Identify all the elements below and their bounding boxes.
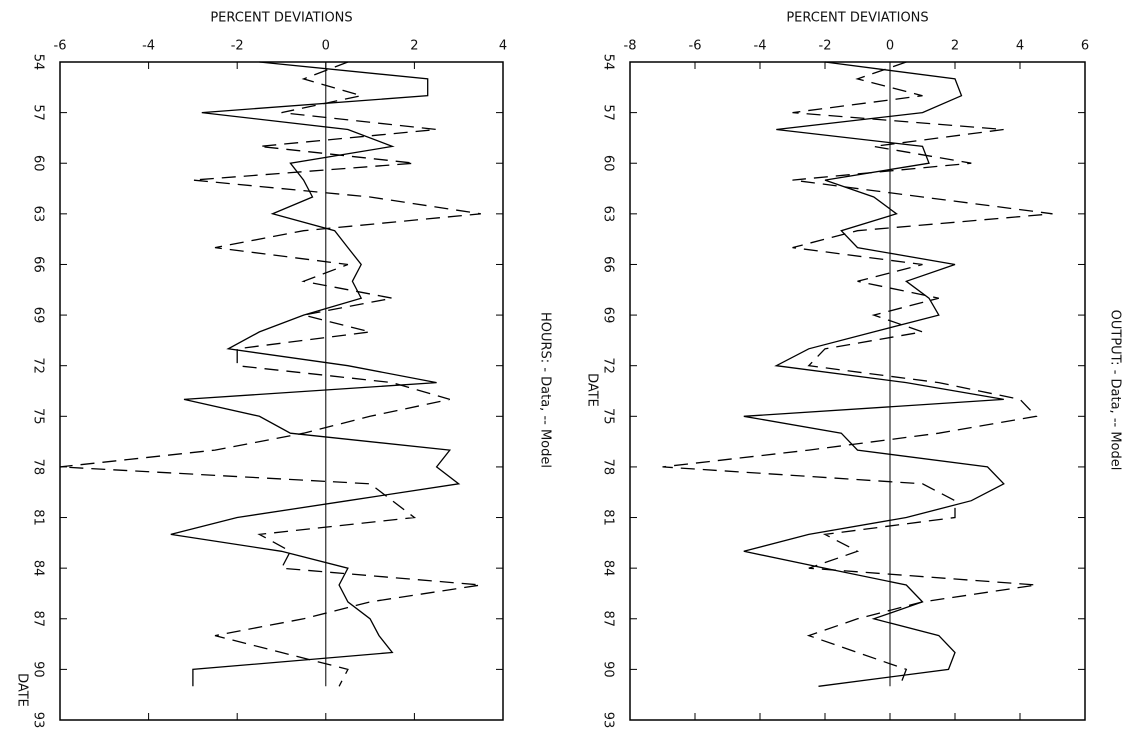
y-tick-label: -6 — [689, 39, 702, 54]
chart-title: HOURS: - Data, -- Model — [538, 312, 553, 468]
x-tick-label: 63 — [601, 206, 616, 223]
x-tick-label: 78 — [601, 459, 616, 476]
plot-frame — [59, 61, 504, 721]
x-axis-label: DATE — [15, 673, 30, 707]
series-line — [170, 61, 461, 687]
y-tick-label: -8 — [624, 39, 637, 54]
y-tick-label: 4 — [499, 39, 507, 54]
x-tick-label: 60 — [601, 155, 616, 172]
x-tick-label: 81 — [31, 509, 46, 526]
y-axis-label: PERCENT DEVIATIONS — [786, 11, 928, 26]
x-tick-label: 84 — [601, 560, 616, 577]
series-line — [59, 61, 481, 687]
y-tick-label: 2 — [410, 39, 418, 54]
y-tick-label: 2 — [951, 39, 959, 54]
x-tick-label: 54 — [601, 54, 616, 71]
x-tick-label: 66 — [31, 256, 46, 273]
x-tick-label: 57 — [601, 104, 616, 121]
y-tick-label: 0 — [886, 39, 894, 54]
y-axis-label: PERCENT DEVIATIONS — [210, 11, 352, 26]
x-tick-label: 84 — [31, 560, 46, 577]
y-tick-label: -4 — [142, 39, 155, 54]
x-tick-label: 57 — [31, 104, 46, 121]
y-tick-label: -2 — [231, 39, 244, 54]
x-tick-label: 93 — [31, 712, 46, 729]
x-tick-label: 81 — [601, 509, 616, 526]
x-tick-label: 87 — [601, 610, 616, 627]
y-tick-label: 0 — [322, 39, 330, 54]
x-tick-label: 90 — [31, 661, 46, 678]
x-tick-label: 72 — [31, 357, 46, 374]
y-tick-label: 6 — [1081, 39, 1089, 54]
x-tick-label: 66 — [601, 256, 616, 273]
x-tick-label: 93 — [601, 712, 616, 729]
x-tick-label: 60 — [31, 155, 46, 172]
x-tick-label: 69 — [601, 307, 616, 324]
x-tick-label: 90 — [601, 661, 616, 678]
x-tick-label: 78 — [31, 459, 46, 476]
plot-frame — [629, 61, 1086, 721]
x-axis-label: DATE — [585, 373, 600, 407]
x-tick-label: 54 — [31, 54, 46, 71]
chart-title: OUTPUT: - Data, -- Model — [1108, 310, 1123, 471]
y-tick-label: 4 — [1016, 39, 1024, 54]
x-tick-label: 72 — [601, 357, 616, 374]
series-line — [662, 61, 1053, 687]
x-tick-label: 75 — [31, 408, 46, 425]
x-tick-label: 87 — [31, 610, 46, 627]
x-tick-label: 63 — [31, 206, 46, 223]
y-tick-label: -6 — [54, 39, 67, 54]
y-tick-label: -2 — [819, 39, 832, 54]
y-tick-label: -4 — [754, 39, 767, 54]
series-line — [743, 61, 1005, 687]
x-tick-label: 69 — [31, 307, 46, 324]
x-tick-label: 75 — [601, 408, 616, 425]
